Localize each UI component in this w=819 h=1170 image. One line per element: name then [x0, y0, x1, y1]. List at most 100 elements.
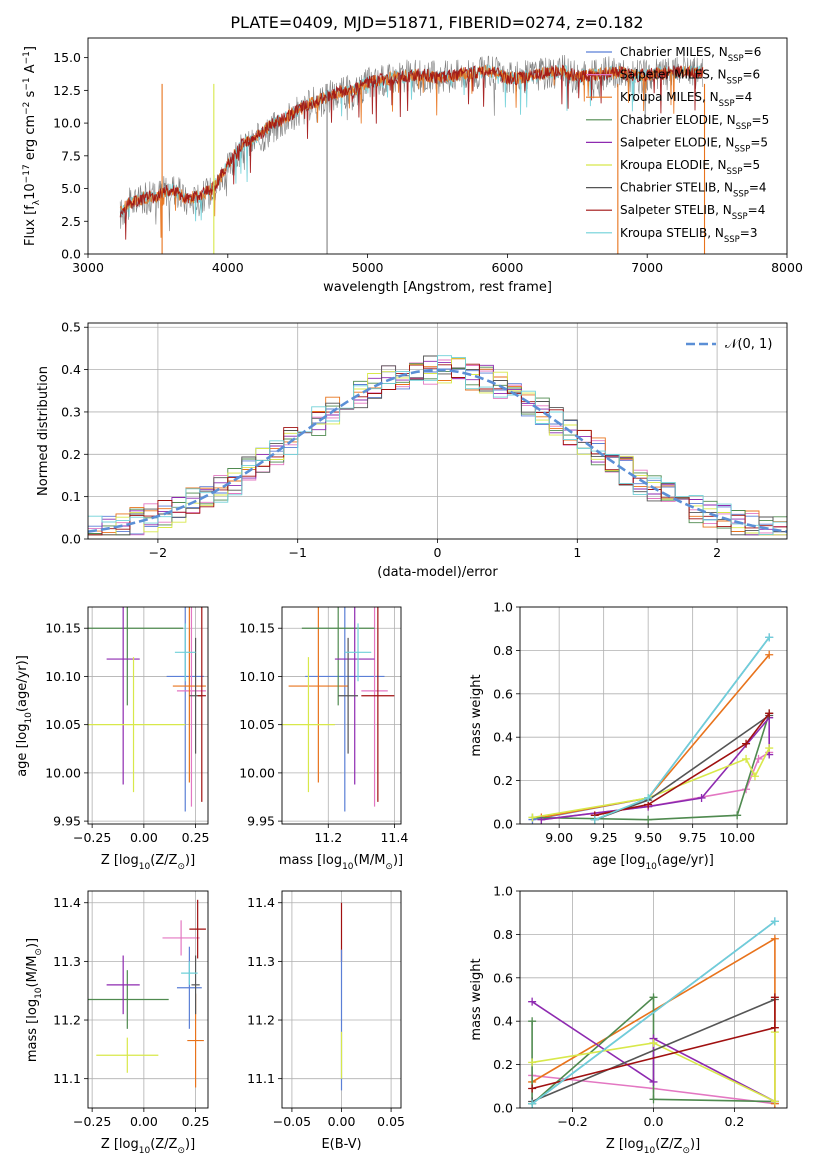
legend-text: Salpeter MILES, N [620, 68, 727, 82]
x-tick-label: 9.75 [679, 830, 707, 845]
legend-eq: =5 [752, 113, 770, 127]
y-tick-label: 7.5 [61, 148, 81, 163]
x-tick-label: 4000 [212, 260, 244, 275]
age-vs-mass-panel: 11.2 11.4 9.95 10.00 10.05 10.10 10.15 mass [lo… [239, 606, 408, 872]
y-tick-label: 10.00 [45, 765, 81, 780]
label-part: Z [log [101, 1137, 139, 1152]
y-tick-label: 9.95 [53, 814, 81, 829]
legend-eq: =4 [749, 181, 767, 195]
label-part: 10 [23, 183, 38, 200]
error-bars [88, 899, 206, 1088]
y-tick-label: 0.0 [493, 817, 513, 832]
weight-marker [750, 772, 759, 781]
weight-line [532, 713, 770, 821]
y-tick-label: 0.4 [493, 1014, 513, 1029]
figure-title: PLATE=0409, MJD=51871, FIBERID=0274, z=0… [230, 13, 643, 32]
weight-marker [754, 754, 763, 763]
histogram-step [88, 355, 787, 536]
label-part: λ [32, 199, 42, 205]
label-part: 10 [139, 862, 151, 872]
y-tick-label: 10.05 [45, 717, 81, 732]
legend-sub: SSP [724, 235, 740, 245]
legend-label: Salpeter MILES, NSSP=6 [620, 68, 760, 87]
x-axis-label: E(B-V) [321, 1137, 361, 1152]
x-tick-label: 9.00 [545, 830, 573, 845]
weight-line [594, 712, 770, 817]
legend-sub: SSP [728, 54, 744, 64]
weight-line [541, 715, 771, 821]
weight-line [531, 1001, 776, 1103]
label-part: Z [log [606, 1137, 644, 1152]
x-tick-label: 0.00 [328, 1114, 356, 1129]
weight-marker [644, 815, 653, 824]
y-axis-label: mass weight [469, 674, 484, 756]
label-part: ⊙ [385, 862, 393, 872]
y-tick-label: 10.0 [53, 116, 81, 131]
y-tick-label: 0.1 [61, 489, 81, 504]
legend-eq: =5 [750, 135, 768, 149]
label-part: ( [15, 707, 30, 712]
y-axis-label: Normed distribution [36, 366, 51, 496]
label-part: s [23, 90, 38, 101]
y-tick-label: 11.2 [53, 1013, 81, 1028]
label-part: )] [690, 1137, 700, 1152]
y-tick-label: 11.4 [53, 895, 81, 910]
weight-marker [649, 1095, 658, 1104]
label-part: ⊙ [177, 862, 185, 872]
x-axis-label: Z [log10(Z/Z⊙)] [606, 1137, 700, 1156]
x-tick-label: 0.00 [130, 830, 158, 845]
weight-marker [649, 1038, 658, 1047]
y-tick-label: 10.10 [45, 669, 81, 684]
weight-marker [765, 744, 774, 753]
weight-marker [765, 633, 774, 642]
y-tick-label: 0.8 [493, 927, 513, 942]
label-part: erg cm [23, 115, 38, 164]
legend-text: Chabrier MILES, N [620, 45, 728, 59]
weight-marker [528, 813, 537, 822]
legend-sub: SSP [719, 99, 735, 109]
legend-label: 𝒩(0, 1) [725, 337, 772, 352]
axes-frame [87, 37, 788, 255]
weight-line [594, 714, 770, 821]
axes-frame [519, 606, 788, 825]
weight-line [531, 998, 776, 1103]
x-tick-label: 7000 [631, 260, 663, 275]
label-part: ⊙ [682, 1146, 690, 1156]
x-tick-label: 0.25 [182, 830, 210, 845]
legend-sub: SSP [736, 122, 752, 132]
axes-frame [87, 322, 788, 540]
y-tick-label: 11.1 [247, 1071, 275, 1086]
y-tick-label: 0.4 [61, 362, 81, 377]
weight-vs-age-panel: 9.00 9.25 9.50 9.75 10.00 0.0 0.2 0.4 0.6 0.8 1.0 m… [469, 600, 788, 872]
legend-sub: SSP [727, 77, 743, 87]
legend-eq: =5 [742, 158, 760, 172]
weight-marker [528, 1058, 537, 1067]
legend-text: Salpeter ELODIE, N [620, 135, 734, 149]
y-tick-label: 0.4 [493, 730, 513, 745]
legend-label: Chabrier MILES, NSSP=6 [620, 45, 761, 64]
y-tick-label: 2.5 [61, 214, 81, 229]
data-spectrum-line [119, 54, 704, 232]
y-tick-label: 0.0 [493, 1101, 513, 1116]
x-tick-label: −0.25 [73, 1114, 111, 1129]
label-part: 10 [644, 1146, 656, 1156]
label-part: 10 [139, 1146, 151, 1156]
weight-marker [742, 739, 751, 748]
y-tick-label: 0.8 [493, 643, 513, 658]
y-tick-label: 0.5 [61, 320, 81, 335]
x-tick-label: 0.00 [130, 1114, 158, 1129]
x-tick-label: 0 [434, 545, 442, 560]
label-part: )] [704, 853, 714, 868]
label-part: A [23, 64, 38, 77]
x-tick-label: 9.25 [590, 830, 618, 845]
label-part: ⊙ [177, 1146, 185, 1156]
error-bars [282, 607, 395, 812]
legend-eq: =3 [740, 226, 758, 240]
y-tick-label: 0.6 [493, 970, 513, 985]
label-part: mass [log [279, 853, 342, 868]
weight-marker [770, 1097, 779, 1106]
label-part: (Z/Z [655, 1137, 682, 1152]
legend-label: Chabrier STELIB, NSSP=4 [620, 181, 767, 200]
